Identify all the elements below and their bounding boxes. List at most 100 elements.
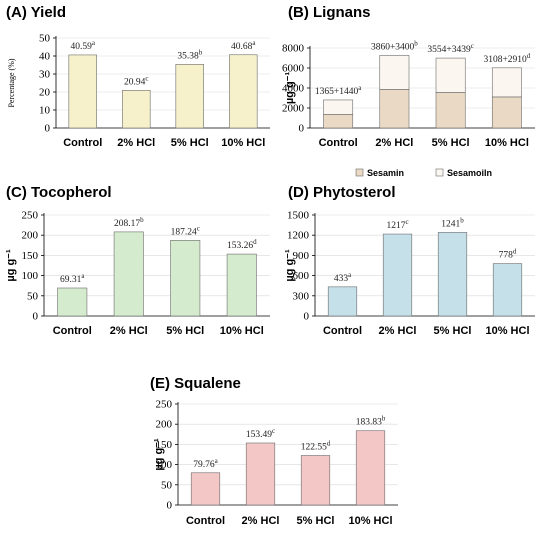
y-tick-label: 0 xyxy=(304,311,310,323)
data-label: 153.26d xyxy=(227,238,257,251)
x-tick-label: 2% HCl xyxy=(379,325,417,337)
data-label-value: 208.17 xyxy=(114,219,140,229)
data-label-value: 1217 xyxy=(386,221,405,231)
x-tick-label: 5% HCl xyxy=(297,515,335,527)
data-label-value: 69.31 xyxy=(60,275,82,285)
bar xyxy=(113,231,144,317)
y-tick-label: 8000 xyxy=(282,43,305,55)
y-axis-label: µg g⁻¹ xyxy=(153,438,165,471)
data-label-value: 122.55 xyxy=(301,442,327,452)
chart-panel-d: (D) Phytosterol 0 300 600 900 1200 1500 µg g⁻¹ 4… xyxy=(284,184,535,337)
legend: Sesamin Sesamoiln xyxy=(355,168,492,178)
y-tick-label: 50 xyxy=(39,33,51,45)
significance-letter: c xyxy=(471,42,474,50)
y-tick-label: 6000 xyxy=(282,63,305,75)
y-tick-label: 100 xyxy=(22,270,39,282)
significance-letter: a xyxy=(252,39,256,47)
x-tick-label: 2% HCl xyxy=(117,137,155,149)
y-tick-label: 30 xyxy=(39,69,51,81)
y-tick-label: 600 xyxy=(293,270,310,282)
data-label-value: 79.76 xyxy=(193,460,215,470)
significance-letter: c xyxy=(197,224,200,232)
x-tick-label: 10% HCl xyxy=(220,325,264,337)
significance-letter: b xyxy=(414,39,418,47)
data-label: 153.49c xyxy=(246,427,275,440)
x-tick-label: Control xyxy=(63,137,102,149)
data-label-value: 778 xyxy=(499,251,514,261)
significance-letter: d xyxy=(513,248,517,256)
data-label: 20.94c xyxy=(124,74,148,87)
bar-segment-sesamin xyxy=(323,114,354,129)
data-label: 1365+1440a xyxy=(315,84,362,97)
bar xyxy=(57,287,88,317)
significance-letter: d xyxy=(327,439,331,447)
x-tick-label: 5% HCl xyxy=(166,325,204,337)
x-tick-label: 5% HCl xyxy=(432,137,470,149)
significance-letter: a xyxy=(215,457,219,465)
significance-letter: d xyxy=(527,52,531,60)
data-label-value: 3108+2910 xyxy=(483,55,527,65)
x-tick-label: 2% HCl xyxy=(110,325,148,337)
data-label: 778d xyxy=(499,248,517,261)
y-tick-label: 50 xyxy=(161,479,173,491)
bar-segment-sesamoiln xyxy=(435,57,466,93)
data-label: 3860+3400b xyxy=(371,39,418,52)
bar xyxy=(437,232,468,317)
y-axis-label: µg g⁻¹ xyxy=(284,72,296,105)
x-tick-label: 2% HCl xyxy=(375,137,413,149)
significance-letter: a xyxy=(92,39,96,47)
data-label: 1241b xyxy=(441,216,464,229)
y-tick-label: 20 xyxy=(39,87,51,99)
y-tick-label: 1500 xyxy=(287,210,310,222)
data-label: 35.38b xyxy=(177,48,202,61)
significance-letter: a xyxy=(348,271,352,279)
y-tick-label: 0 xyxy=(167,500,173,512)
data-label-value: 183.83 xyxy=(356,418,382,428)
y-tick-label: 200 xyxy=(156,419,173,431)
data-label: 1217c xyxy=(386,218,408,231)
bar xyxy=(382,233,413,317)
data-label-value: 40.59 xyxy=(71,42,93,52)
y-tick-label: 50 xyxy=(27,290,39,302)
bar-segment-sesamoiln xyxy=(491,67,522,98)
legend-label: Sesamoiln xyxy=(447,168,492,178)
bar-segment-sesamin xyxy=(379,89,410,129)
bar xyxy=(229,54,258,129)
data-label-value: 35.38 xyxy=(177,51,199,61)
y-tick-label: 4000 xyxy=(282,83,305,95)
y-tick-label: 0 xyxy=(45,123,51,135)
significance-letter: b xyxy=(140,216,144,224)
significance-letter: d xyxy=(253,238,257,246)
bar xyxy=(300,455,331,506)
data-label-value: 187.24 xyxy=(171,227,197,237)
chart-title: (D) Phytosterol xyxy=(288,184,396,201)
x-tick-label: 10% HCl xyxy=(348,515,392,527)
y-tick-label: 2000 xyxy=(282,103,305,115)
data-label-value: 20.94 xyxy=(124,77,146,87)
y-tick-label: 0 xyxy=(299,123,305,135)
data-label: 3554+3439c xyxy=(427,42,473,55)
chart-panel-e: (E) Squalene 0 50 100 150 200 250 µg g⁻¹ 79.76a C… xyxy=(150,375,398,527)
data-label-value: 433 xyxy=(334,274,349,284)
data-label: 208.17b xyxy=(114,216,144,229)
x-tick-label: 2% HCl xyxy=(242,515,280,527)
x-tick-label: 10% HCl xyxy=(485,325,529,337)
x-tick-label: 10% HCl xyxy=(485,137,529,149)
y-tick-label: 150 xyxy=(22,250,39,262)
significance-letter: b xyxy=(199,48,203,56)
x-tick-label: Control xyxy=(319,137,358,149)
bar xyxy=(122,90,151,129)
x-tick-label: Control xyxy=(186,515,225,527)
y-axis-label: µg g⁻¹ xyxy=(5,249,17,282)
bar xyxy=(226,253,257,317)
bar xyxy=(175,64,204,129)
significance-letter: c xyxy=(405,218,408,226)
chart-panel-b: (B) Lignans 0 2000 4000 6000 8000 µg g⁻¹ 1365+1… xyxy=(282,4,535,178)
bar-segment-sesamoiln xyxy=(323,99,354,115)
x-tick-label: 10% HCl xyxy=(221,137,265,149)
data-label: 79.76a xyxy=(193,457,218,470)
y-tick-label: 40 xyxy=(39,51,51,63)
chart-title: (A) Yield xyxy=(6,4,66,21)
data-label-value: 3554+3439 xyxy=(427,45,471,55)
x-tick-label: 5% HCl xyxy=(434,325,472,337)
